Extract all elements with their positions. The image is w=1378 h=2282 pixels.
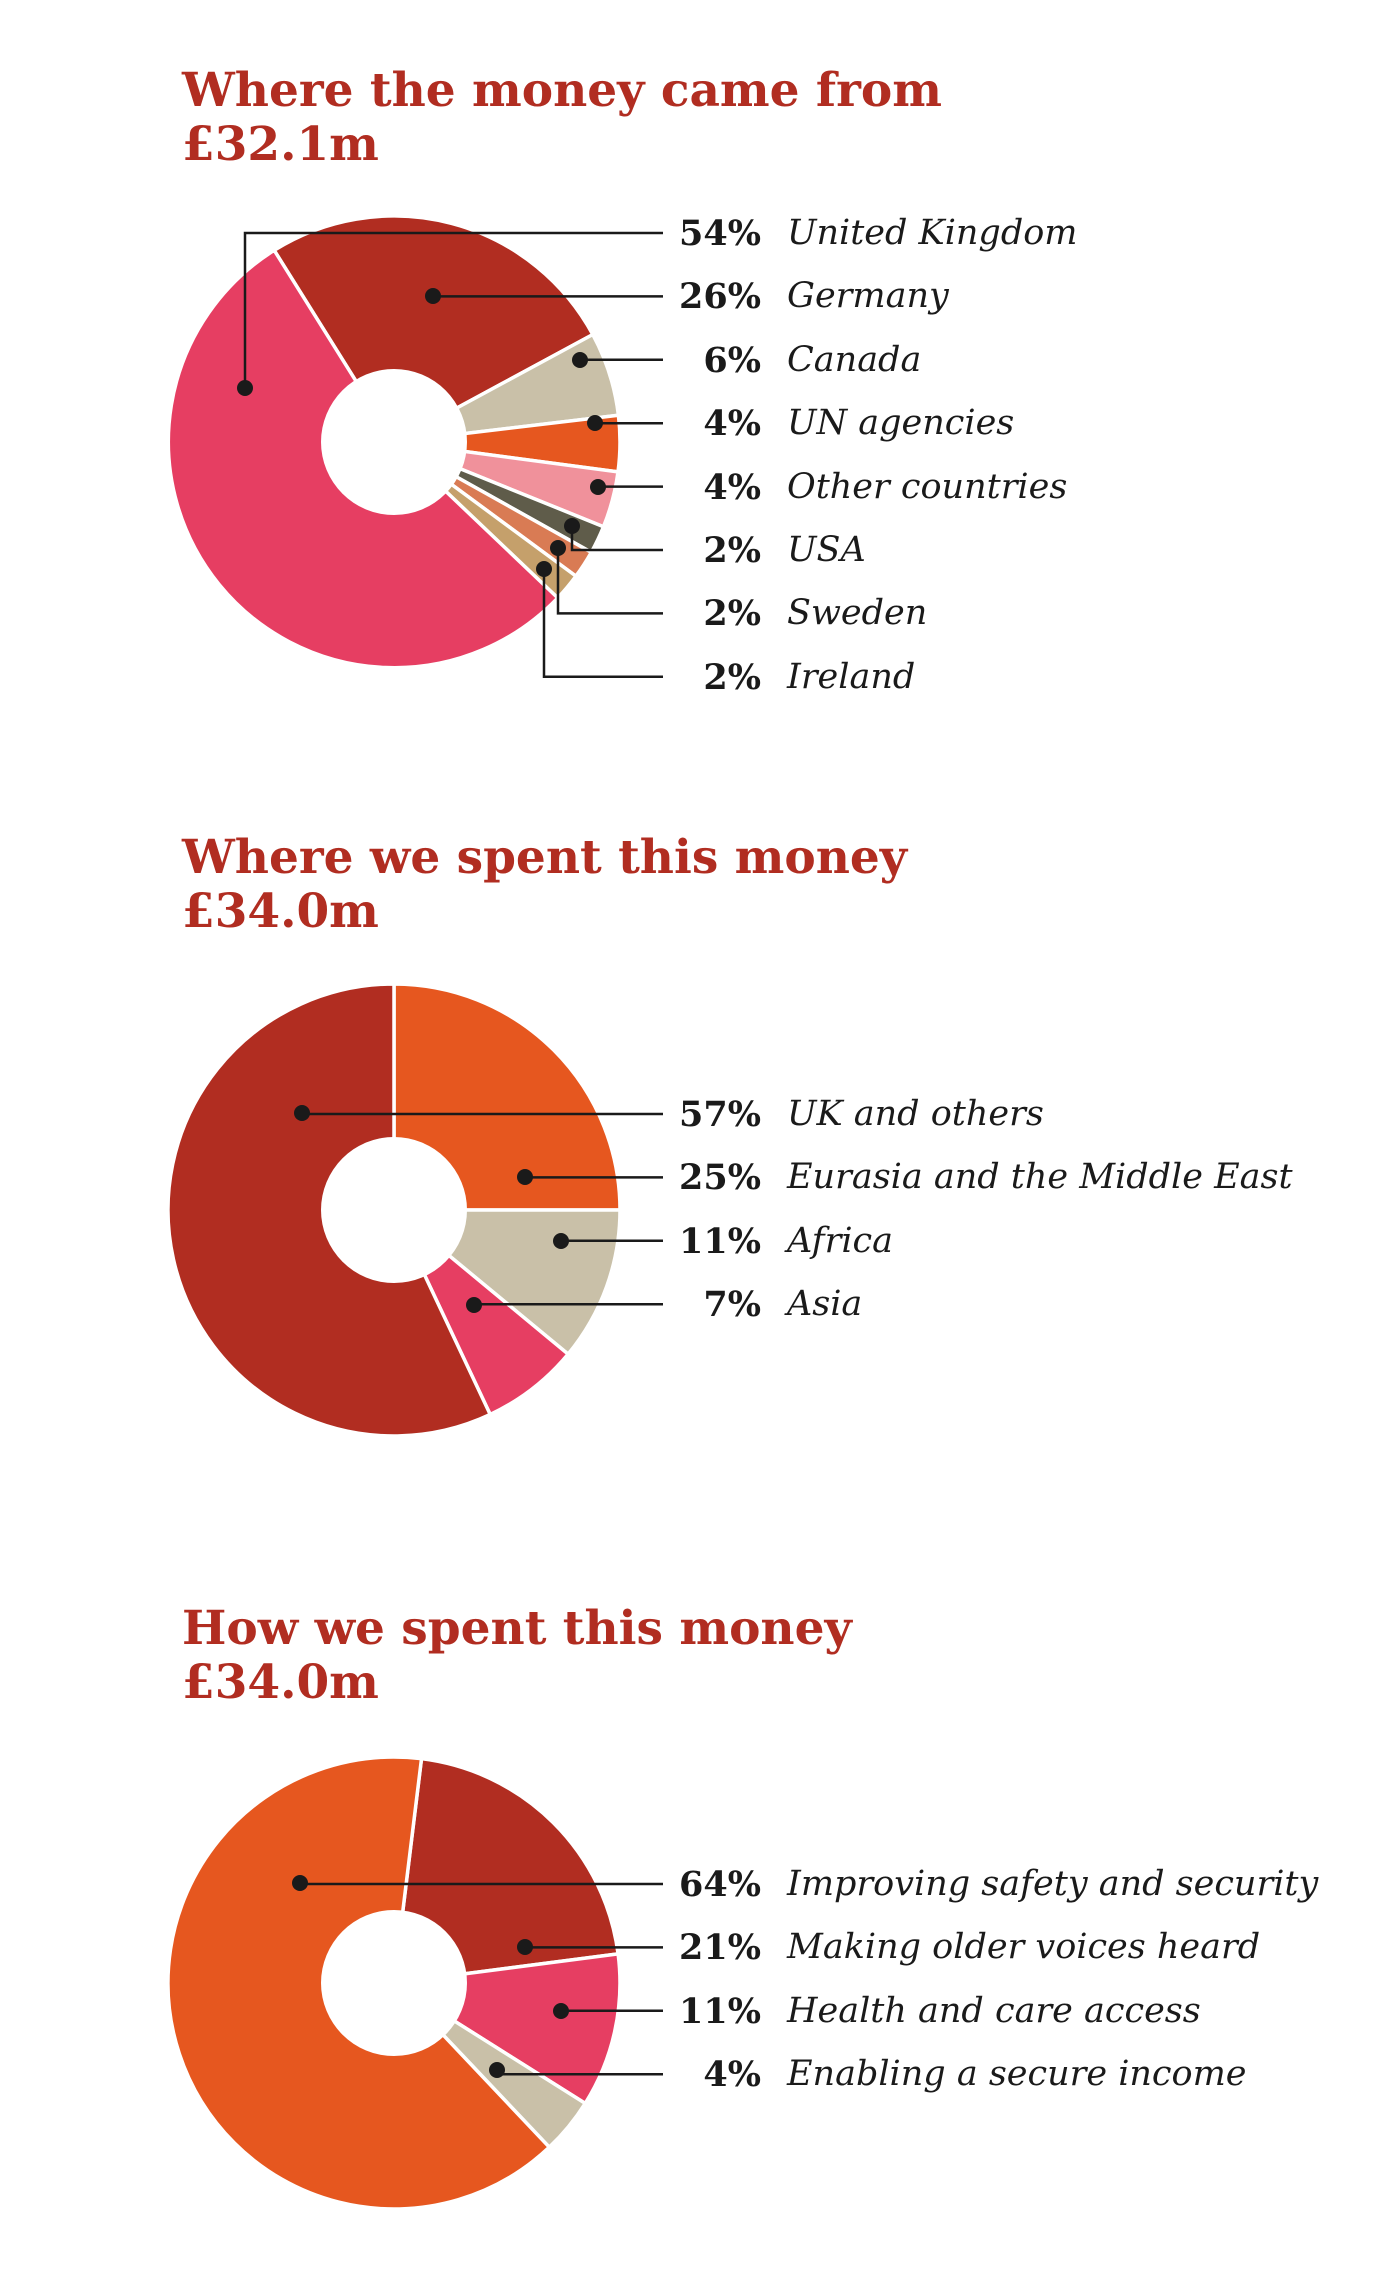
legend-row-africa: 11% Africa xyxy=(663,1217,893,1264)
legend-label: Asia xyxy=(787,1284,863,1324)
legend-row-uk-and-others: 57% UK and others xyxy=(663,1090,1044,1137)
legend-row-canada: 6% Canada xyxy=(663,336,921,383)
legend-label: Canada xyxy=(787,340,922,380)
legend-value: 2% xyxy=(703,530,761,571)
legend-value: 57% xyxy=(679,1094,761,1135)
legend-label: Ireland xyxy=(787,657,916,697)
legend-label: United Kingdom xyxy=(787,213,1078,253)
legend-label: Enabling a secure income xyxy=(787,2054,1247,2094)
legend-row-improving-safety-and-security: 64% Improving safety and security xyxy=(663,1860,1318,1907)
chart3-title: How we spent this money xyxy=(182,1601,852,1656)
legend-row-ireland: 2% Ireland xyxy=(663,653,915,700)
leader-dot-improving-safety-and-security xyxy=(292,1875,308,1891)
chart2-title: Where we spent this money xyxy=(182,830,908,885)
legend-row-eurasia-and-the-middle-east: 25% Eurasia and the Middle East xyxy=(663,1153,1293,1200)
legend-label: USA xyxy=(787,530,866,570)
leader-dot-making-older-voices-heard xyxy=(517,1939,533,1955)
donut-hole xyxy=(321,1137,467,1283)
chart2-total-amount: £34.0m xyxy=(182,884,379,939)
legend-value: 4% xyxy=(703,403,761,444)
leader-line-united-kingdom xyxy=(243,231,663,388)
legend-value: 7% xyxy=(703,1284,761,1325)
legend-row-making-older-voices-heard: 21% Making older voices heard xyxy=(663,1923,1260,1970)
donut-chart-how-we-spent-this-money xyxy=(166,1755,663,2211)
legend-value: 26% xyxy=(679,276,761,317)
legend-label: Other countries xyxy=(787,467,1068,507)
leader-dot-enabling-a-secure-income xyxy=(489,2062,505,2078)
chart2-title-block: Where we spent this money £34.0m xyxy=(182,831,907,939)
legend-label: Eurasia and the Middle East xyxy=(787,1157,1293,1197)
legend-value: 2% xyxy=(703,657,761,698)
legend-row-health-and-care-access: 11% Health and care access xyxy=(663,1987,1201,2034)
leader-dot-africa xyxy=(553,1233,569,1249)
legend-value: 11% xyxy=(679,1221,761,1262)
legend-row-other-countries: 4% Other countries xyxy=(663,463,1067,510)
legend-value: 54% xyxy=(679,213,761,254)
chart1-title: Where the money came from xyxy=(182,63,942,118)
legend-value: 11% xyxy=(679,1991,761,2032)
donut-chart-where-we-spent-this-money xyxy=(166,982,663,1438)
legend-value: 64% xyxy=(679,1864,761,1905)
legend-row-united-kingdom: 54% United Kingdom xyxy=(663,209,1078,256)
legend-value: 4% xyxy=(703,2054,761,2095)
leader-dot-other-countries xyxy=(590,479,606,495)
legend-row-germany: 26% Germany xyxy=(663,272,949,319)
legend-row-usa: 2% USA xyxy=(663,526,866,573)
chart1-title-block: Where the money came from £32.1m xyxy=(182,64,942,172)
legend-value: 2% xyxy=(703,593,761,634)
legend-row-enabling-a-secure-income: 4% Enabling a secure income xyxy=(663,2050,1247,2097)
leader-dot-sweden xyxy=(550,540,566,556)
leader-dot-un-agencies xyxy=(587,415,603,431)
legend-label: Making older voices heard xyxy=(787,1927,1261,1967)
leader-line-ireland xyxy=(542,569,663,679)
leader-dot-asia xyxy=(466,1297,482,1313)
chart3-total-amount: £34.0m xyxy=(182,1655,379,1710)
leader-dot-ireland xyxy=(536,561,552,577)
legend-label: Sweden xyxy=(787,593,928,633)
legend-label: Africa xyxy=(787,1221,894,1261)
legend-row-un-agencies: 4% UN agencies xyxy=(663,399,1014,446)
leader-dot-germany xyxy=(425,288,441,304)
leader-dot-united-kingdom xyxy=(237,380,253,396)
donut-chart-where-the-money-came-from xyxy=(166,214,663,679)
leader-dot-usa xyxy=(564,518,580,534)
legend-row-sweden: 2% Sweden xyxy=(663,589,927,636)
leader-dot-canada xyxy=(572,352,588,368)
legend-row-asia: 7% Asia xyxy=(663,1280,862,1327)
donut-hole xyxy=(321,1910,467,2056)
legend-value: 25% xyxy=(679,1157,761,1198)
leader-dot-uk-and-others xyxy=(294,1105,310,1121)
slice-eurasia-and-the-middle-east xyxy=(392,982,622,1212)
chart3-title-block: How we spent this money £34.0m xyxy=(182,1602,852,1710)
leader-dot-health-and-care-access xyxy=(553,2003,569,2019)
legend-value: 4% xyxy=(703,467,761,508)
legend-label: Health and care access xyxy=(787,1991,1201,2031)
leader-dot-eurasia-and-the-middle-east xyxy=(517,1169,533,1185)
legend-label: Germany xyxy=(787,276,949,316)
legend-label: UK and others xyxy=(787,1094,1044,1134)
legend-label: UN agencies xyxy=(787,403,1015,443)
donut-hole xyxy=(321,369,467,515)
slice-making-older-voices-heard xyxy=(392,1756,620,1985)
legend-value: 21% xyxy=(679,1927,761,1968)
legend-label: Improving safety and security xyxy=(787,1864,1319,1904)
legend-value: 6% xyxy=(703,340,761,381)
leader-line-sweden xyxy=(556,548,663,615)
chart1-total-amount: £32.1m xyxy=(182,117,379,172)
